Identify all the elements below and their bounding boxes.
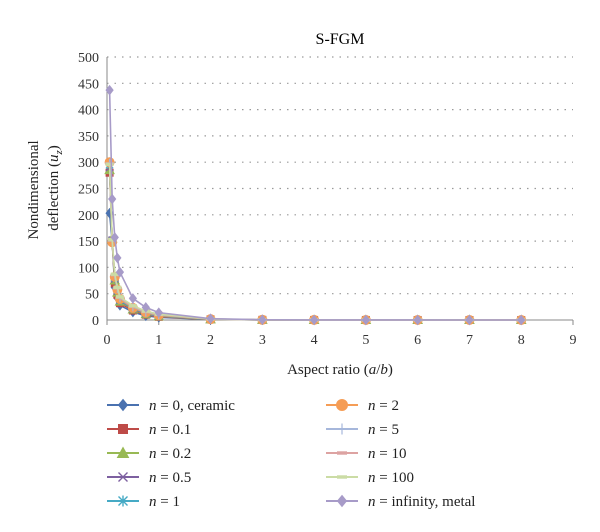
legend-item: n = 0.5 [107,470,191,486]
legend-label: n = infinity, metal [368,494,475,510]
data-point [110,232,119,243]
legend-item: n = 10 [326,446,406,462]
legend-item: n = 0.1 [107,422,191,438]
legend-label: n = 0.1 [149,422,191,438]
data-point [337,475,347,479]
data-point [118,472,128,482]
series-0 [105,207,526,326]
series-3 [105,163,526,324]
y-tick-label: 150 [78,235,99,250]
x-tick-label: 9 [570,333,577,348]
legend-item: n = 5 [326,422,399,438]
data-point [413,314,422,326]
data-point [336,423,348,435]
y-tick-label: 500 [78,51,99,66]
data-point [105,162,114,167]
legend-item: n = 0.2 [107,446,191,462]
y-tick-label: 200 [78,209,99,224]
x-tick-label: 5 [362,333,369,348]
series-line [108,163,522,321]
gridlines [107,56,573,295]
y-axis-label: Nondimensional deflection (uz) [26,137,65,240]
data-point [154,307,163,318]
series-line [108,170,522,321]
legend-label: n = 10 [368,446,406,462]
y-tick-label: 450 [78,77,99,92]
data-point [105,84,114,96]
x-tick-label: 1 [155,333,162,348]
data-point [517,314,526,326]
series-2 [104,164,527,324]
legend-label: n = 100 [368,470,414,486]
legend-item: n = 2 [326,398,399,414]
legend-item: n = 0, ceramic [107,398,235,414]
x-tick-label: 3 [259,333,266,348]
data-point [258,314,267,326]
x-tick-label: 6 [414,333,421,348]
legend-label: n = 5 [368,422,399,438]
series-9 [105,84,526,326]
series-group [104,84,527,326]
legend-label: n = 2 [368,398,399,414]
data-point [113,252,122,264]
legend-label: n = 0.5 [149,470,191,486]
y-tick-label: 50 [85,288,99,303]
series-line [108,163,522,321]
data-point [206,313,215,324]
x-tick-label: 4 [311,333,318,348]
legend-item: n = 100 [326,470,414,486]
data-point [336,399,348,411]
series-line [108,167,522,321]
data-point [115,295,124,299]
chart-title: S-FGM [316,31,365,48]
y-tick-label: 300 [78,156,99,171]
data-point [108,193,117,205]
data-point [113,285,122,290]
series-line [108,172,522,321]
data-point [118,424,128,434]
legend-label: n = 0, ceramic [149,398,235,414]
x-axis-label: Aspect ratio (a/b) [287,362,393,378]
data-point [118,495,128,507]
legend-label: n = 1 [149,494,180,510]
data-point [117,398,129,412]
series-8 [105,162,526,322]
data-point [336,494,348,508]
x-tick-label: 0 [104,333,111,348]
x-tick-label: 8 [518,333,525,348]
data-point [128,293,138,304]
y-tick-label: 250 [78,183,99,198]
y-tick-labels: 0 50 100 150 200 250 300 350 400 450 500 [78,51,99,329]
series-1 [105,168,526,324]
data-point [115,266,125,278]
x-tick-labels: 0 1 2 3 4 5 6 7 8 9 [104,320,577,348]
series-7 [105,162,526,322]
series-line [108,164,522,321]
x-tick-label: 2 [207,333,214,348]
y-tick-label: 400 [78,104,99,119]
x-tick-label: 7 [466,333,473,348]
data-point [361,314,371,326]
data-point [465,314,474,326]
data-point [141,302,150,313]
legend-item: n = 1 [107,494,180,510]
legend-label: n = 0.2 [149,446,191,462]
series-4 [105,160,526,325]
data-point [116,446,130,458]
legend-item: n = infinity, metal [326,494,475,510]
data-point [309,314,319,326]
series-line [108,213,522,321]
data-point [128,304,137,308]
series-line [108,162,522,321]
data-point [337,451,347,455]
y-tick-label: 100 [78,261,99,276]
series-line [108,90,522,321]
legend: n = 0, ceramic n = 0.1 n = 0.2 n = 0.5 n = 1… [107,398,475,510]
y-tick-label: 350 [78,130,99,145]
y-tick-label: 0 [92,314,99,329]
series-line [108,164,522,321]
